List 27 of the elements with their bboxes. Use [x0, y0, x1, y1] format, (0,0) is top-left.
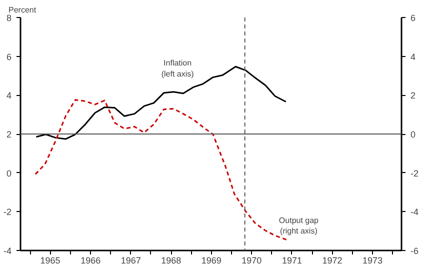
x-tick-label: 1965 — [40, 256, 60, 266]
y2-tick-label: 6 — [410, 13, 416, 23]
x-tick-label: 1970 — [242, 256, 262, 266]
y-tick-label: 0 — [6, 168, 12, 178]
series-label: Inflation (left axis) — [161, 58, 194, 79]
x-tick-label: 1969 — [201, 256, 222, 266]
y-tick-label: 4 — [6, 90, 12, 101]
y2-tick-label: 0 — [410, 130, 416, 140]
series-label: Output gap (right axis) — [278, 216, 320, 236]
x-tick-label: 1968 — [161, 256, 182, 266]
y-tick-label: -2 — [4, 207, 12, 218]
y2-tick-label: 4 — [410, 52, 416, 62]
y-tick-label: -4 — [4, 246, 12, 256]
y2-tick-label: -6 — [410, 246, 419, 256]
x-tick-label: 1966 — [80, 256, 101, 266]
x-tick-label: 1967 — [120, 256, 141, 266]
y-tick-label: 6 — [6, 52, 12, 62]
x-tick-label: 1971 — [282, 256, 302, 266]
y-tick-label: 2 — [6, 130, 12, 140]
x-tick-label: 1973 — [362, 256, 383, 266]
y2-tick-label: -2 — [410, 168, 419, 178]
y2-tick-label: 2 — [410, 90, 416, 101]
y-axis-title: Percent — [8, 6, 37, 14]
y2-tick-label: -4 — [410, 207, 419, 218]
line-series — [35, 66, 287, 140]
x-tick-label: 1972 — [322, 256, 342, 266]
y-tick-label: 8 — [6, 13, 12, 23]
